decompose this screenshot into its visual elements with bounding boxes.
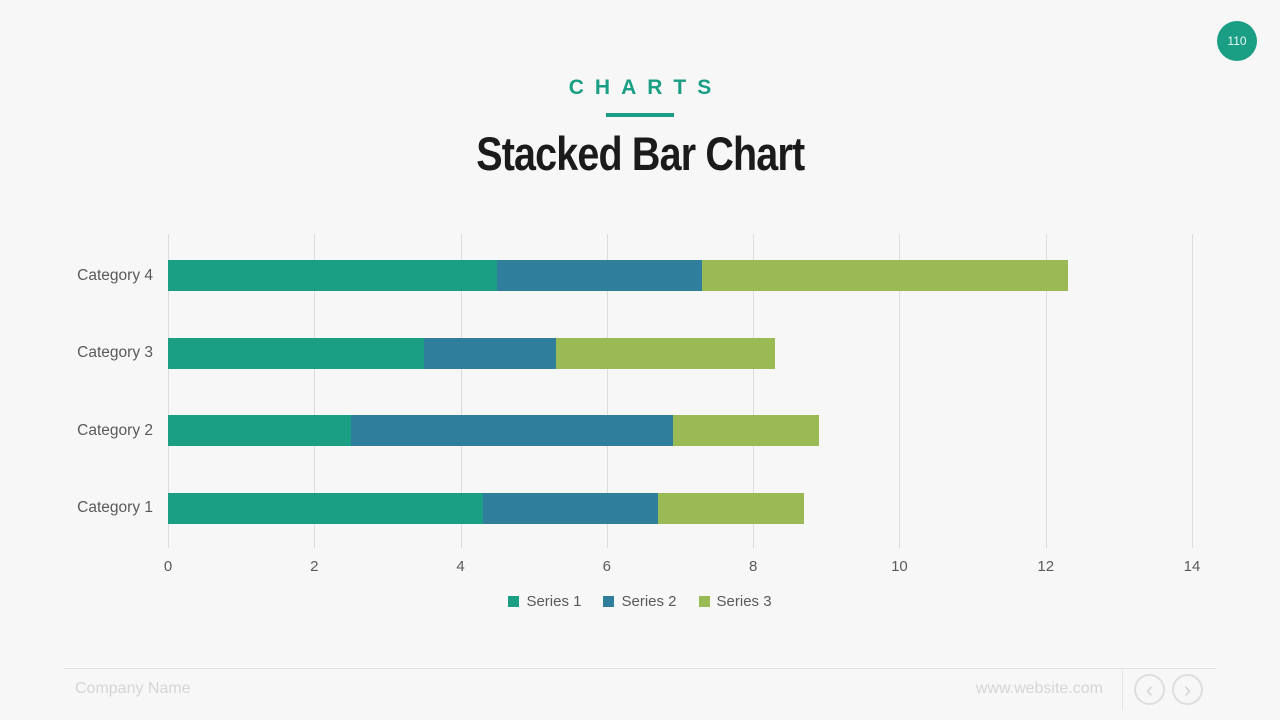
grid-line-10 [899, 234, 901, 548]
x-axis-tick-10: 10 [891, 558, 908, 575]
bar-segment-category-2-series-3[interactable] [672, 415, 819, 446]
chevron-right-icon: › [1183, 677, 1192, 702]
bar-segment-category-3-series-1[interactable] [168, 337, 424, 369]
prev-slide-button[interactable]: ‹ [1134, 674, 1165, 705]
x-axis-tick-6: 6 [602, 558, 612, 575]
footer-website: www.website.com [975, 680, 1103, 697]
x-axis-tick-4: 4 [456, 558, 465, 575]
bar-segment-category-1-series-3[interactable] [658, 492, 805, 524]
legend-item-series-2[interactable]: Series 2 [603, 593, 677, 610]
grid-line-6 [606, 234, 608, 548]
page-title: Stacked Bar Chart [475, 127, 805, 180]
bar-segment-category-1-series-1[interactable] [168, 492, 483, 524]
x-axis-tick-14: 14 [1183, 558, 1201, 575]
category-label-category-2: Category 2 [77, 421, 153, 439]
grid-line-8 [753, 234, 755, 548]
grid-line-0 [168, 234, 169, 548]
footer-company-name: Company Name [75, 680, 191, 697]
chart-legend: Series 1 Series 2 Series 3 [0, 593, 1280, 610]
legend-label-series-3: Series 3 [716, 593, 772, 610]
legend-swatch-series-1 [508, 596, 520, 607]
section-eyebrow: CHARTS [568, 76, 723, 99]
grid-line-2 [314, 234, 316, 548]
x-axis-tick-12: 12 [1037, 558, 1055, 575]
page-number-badge: 110 [1217, 21, 1257, 61]
category-label-category-4: Category 4 [77, 266, 153, 284]
legend-swatch-series-2 [603, 596, 615, 607]
x-axis-tick-2: 2 [310, 558, 319, 575]
bar-segment-category-3-series-3[interactable] [555, 337, 776, 369]
bar-segment-category-2-series-2[interactable] [350, 415, 673, 446]
x-axis-tick-0: 0 [163, 558, 173, 575]
grid-line-4 [460, 234, 462, 548]
bar-segment-category-2-series-1[interactable] [168, 415, 351, 446]
bar-segment-category-4-series-2[interactable] [497, 260, 702, 291]
bar-segment-category-4-series-1[interactable] [168, 260, 498, 291]
legend-swatch-series-3 [698, 596, 710, 607]
legend-item-series-3[interactable]: Series 3 [698, 593, 772, 610]
bar-segment-category-3-series-2[interactable] [424, 337, 556, 369]
x-axis-tick-8: 8 [748, 558, 758, 575]
footer-divider-line [64, 668, 1216, 669]
chevron-left-icon: ‹ [1145, 677, 1154, 702]
legend-label-series-2: Series 2 [621, 593, 677, 610]
category-label-category-1: Category 1 [77, 499, 153, 516]
page-number: 110 [1227, 34, 1247, 48]
grid-line-12 [1045, 234, 1047, 548]
legend-label-series-1: Series 1 [526, 593, 582, 610]
bar-segment-category-4-series-3[interactable] [701, 260, 1068, 291]
category-label-category-3: Category 3 [77, 344, 153, 361]
footer-vertical-divider [1122, 670, 1123, 710]
eyebrow-underline [606, 113, 674, 117]
bar-segment-category-1-series-2[interactable] [482, 492, 659, 524]
next-slide-button[interactable]: › [1172, 674, 1203, 705]
grid-line-14 [1192, 234, 1193, 548]
title-wrap: Stacked Bar Chart [0, 126, 1280, 181]
legend-item-series-1[interactable]: Series 1 [508, 593, 581, 610]
